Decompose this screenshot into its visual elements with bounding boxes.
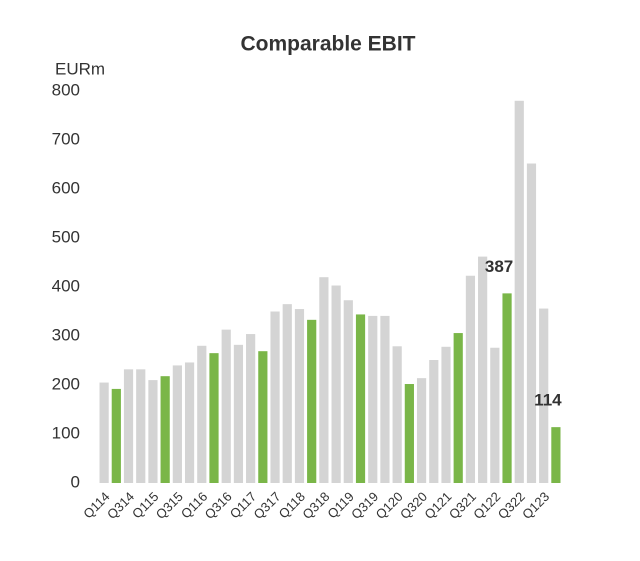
- bar: [502, 293, 512, 483]
- chart-title: Comparable EBIT: [240, 33, 415, 56]
- bar: [184, 362, 195, 483]
- bar: [221, 329, 231, 483]
- bar: [490, 347, 500, 483]
- bar: [514, 100, 524, 484]
- bar: [343, 300, 353, 483]
- bar: [160, 376, 170, 483]
- bar: [478, 256, 488, 483]
- x-tick-label: Q319: [348, 489, 381, 522]
- y-axis-label: EURm: [55, 59, 105, 78]
- x-tick-label: Q318: [299, 489, 332, 522]
- bar: [270, 311, 280, 483]
- bar: [539, 308, 549, 483]
- bar: [453, 333, 463, 483]
- bar: [392, 346, 402, 483]
- bar: [331, 285, 341, 483]
- bar: [209, 353, 219, 483]
- x-tick-label: Q314: [104, 489, 137, 522]
- x-tick-label: Q120: [373, 489, 406, 522]
- bar: [136, 369, 146, 483]
- y-tick-label: 300: [52, 325, 80, 344]
- bar: [294, 309, 305, 483]
- bar: [368, 315, 378, 483]
- x-tick-label: Q123: [519, 489, 552, 522]
- bar: [416, 378, 427, 483]
- x-tick-label: Q321: [446, 489, 479, 522]
- bar: [380, 315, 390, 483]
- bar: [404, 384, 414, 483]
- y-tick-label: 500: [52, 227, 80, 246]
- bar: [319, 277, 329, 483]
- bar: [197, 345, 207, 483]
- bar: [465, 275, 476, 483]
- x-tick-label: Q315: [153, 489, 186, 522]
- bar: [172, 365, 182, 483]
- y-tick-label: 100: [52, 423, 80, 442]
- bar: [551, 427, 561, 483]
- y-tick-label: 0: [71, 472, 80, 491]
- y-tick-label: 700: [52, 129, 80, 148]
- bar: [99, 382, 109, 483]
- y-tick-label: 400: [52, 276, 80, 295]
- y-tick-label: 800: [52, 80, 80, 99]
- x-tick-label: Q122: [470, 489, 503, 522]
- bar: [441, 346, 451, 483]
- bar: [148, 380, 158, 483]
- x-tick-label: Q316: [202, 489, 235, 522]
- x-tick-label: Q322: [495, 489, 528, 522]
- y-tick-label: 200: [52, 374, 80, 393]
- x-tick-label: Q317: [251, 489, 284, 522]
- bar: [355, 314, 366, 483]
- bar: [429, 360, 439, 483]
- x-tick-label: Q121: [421, 489, 454, 522]
- bar: [307, 319, 317, 483]
- bar: [282, 304, 292, 483]
- y-tick-label: 600: [52, 178, 80, 197]
- value-label: 114: [534, 391, 562, 410]
- bar: [258, 351, 268, 483]
- x-tick-label: Q320: [397, 489, 430, 522]
- bar: [111, 388, 121, 483]
- value-label: 387: [485, 257, 513, 276]
- bar: [526, 163, 537, 483]
- bar: [123, 369, 134, 483]
- bar: [233, 344, 244, 483]
- bar: [246, 334, 256, 483]
